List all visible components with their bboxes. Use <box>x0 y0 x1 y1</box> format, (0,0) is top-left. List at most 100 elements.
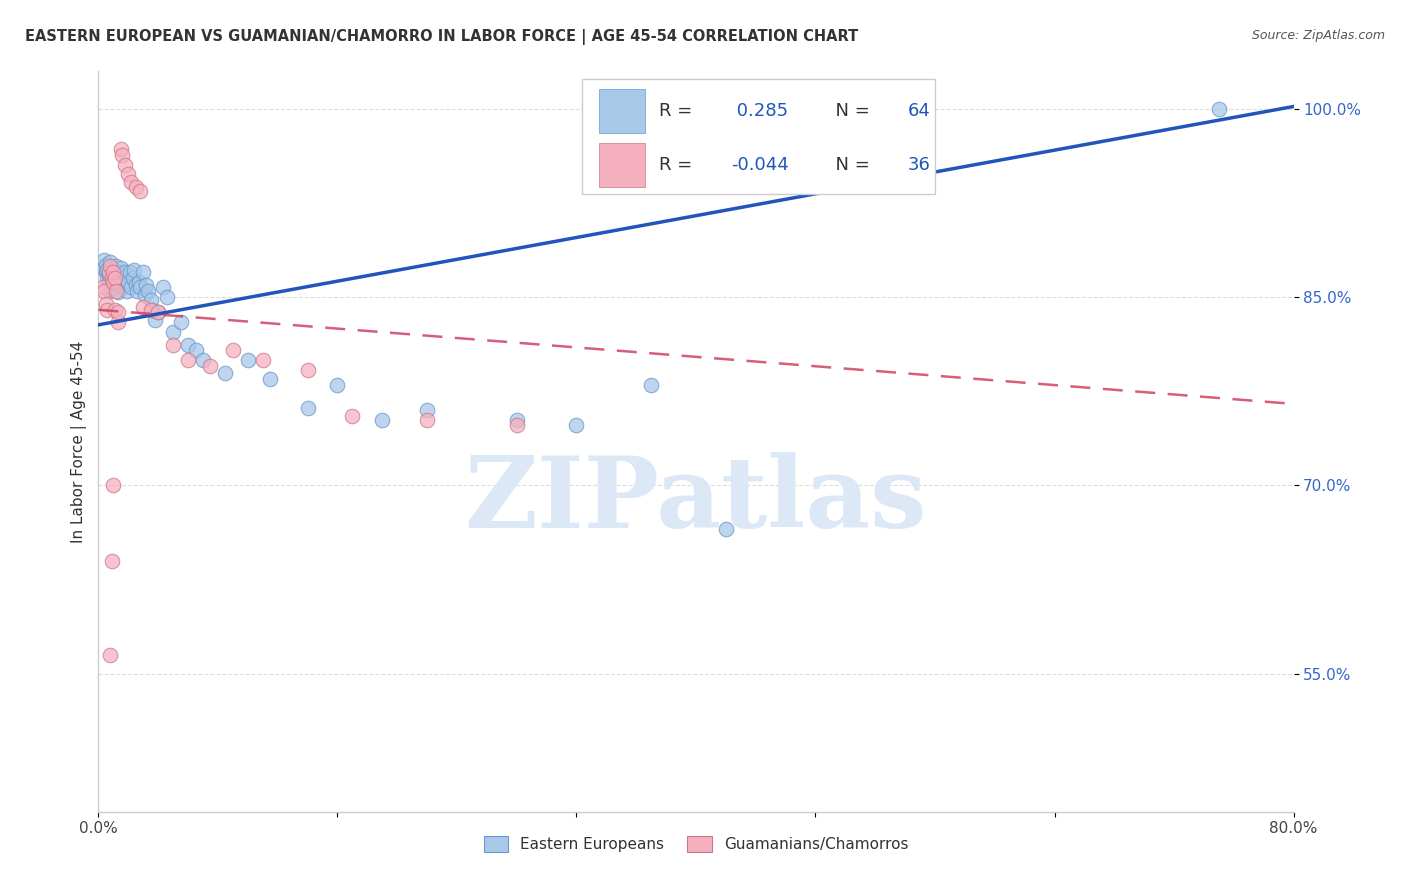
Text: 36: 36 <box>907 156 931 174</box>
Point <box>125 179 148 194</box>
Text: R =: R = <box>659 102 697 120</box>
Point <box>184 343 207 357</box>
Point <box>121 271 143 285</box>
Point <box>98 259 122 273</box>
Point <box>96 271 118 285</box>
Point <box>129 184 152 198</box>
Point <box>111 280 134 294</box>
Point <box>132 265 155 279</box>
Point <box>110 261 132 276</box>
Point <box>103 271 125 285</box>
Point <box>110 142 132 156</box>
Point <box>326 378 349 392</box>
Point <box>97 265 120 279</box>
Point <box>118 265 141 279</box>
Point <box>139 302 162 317</box>
Point <box>105 275 128 289</box>
Text: -0.044: -0.044 <box>731 156 789 174</box>
Point <box>97 265 120 279</box>
Point <box>103 281 125 295</box>
Point <box>162 338 184 352</box>
Point <box>342 409 364 424</box>
Point <box>714 522 737 536</box>
Point <box>103 275 125 289</box>
FancyBboxPatch shape <box>599 88 644 133</box>
Point <box>297 401 319 415</box>
Point <box>129 280 152 294</box>
Point <box>94 258 117 272</box>
Point <box>103 478 125 492</box>
Point <box>107 305 129 319</box>
Point <box>506 418 529 433</box>
Point <box>135 277 157 292</box>
Point <box>105 284 128 298</box>
FancyBboxPatch shape <box>582 78 935 194</box>
Text: 64: 64 <box>907 102 931 120</box>
Point <box>101 277 124 292</box>
Legend: Eastern Europeans, Guamanians/Chamorros: Eastern Europeans, Guamanians/Chamorros <box>477 829 915 860</box>
Point <box>252 353 274 368</box>
Point <box>107 315 129 329</box>
Point <box>132 300 155 314</box>
Point <box>98 255 122 269</box>
Point <box>91 280 114 294</box>
Point <box>111 148 134 162</box>
Point <box>96 262 118 277</box>
Point <box>640 378 662 392</box>
Point <box>128 275 150 289</box>
Point <box>101 271 124 285</box>
Point <box>98 284 122 298</box>
Point <box>416 403 439 417</box>
Point <box>107 265 129 279</box>
Point <box>97 268 120 282</box>
Point <box>104 262 127 277</box>
Text: N =: N = <box>824 102 876 120</box>
Point <box>101 268 124 282</box>
Point <box>104 271 127 285</box>
Point <box>103 265 125 279</box>
Point <box>156 290 179 304</box>
Point <box>1208 102 1230 116</box>
Point <box>177 353 200 368</box>
Point <box>112 271 135 285</box>
Point <box>91 261 114 276</box>
Point <box>117 275 139 289</box>
Point <box>222 343 245 357</box>
Point <box>94 296 117 310</box>
Point <box>169 315 191 329</box>
Point <box>136 284 159 298</box>
Point <box>214 366 236 380</box>
Point <box>105 259 128 273</box>
Point <box>96 302 118 317</box>
Point <box>139 293 162 307</box>
Point <box>125 277 148 292</box>
Text: Source: ZipAtlas.com: Source: ZipAtlas.com <box>1251 29 1385 42</box>
Point <box>115 284 138 298</box>
Point <box>162 326 184 340</box>
Point <box>297 363 319 377</box>
Point <box>152 280 174 294</box>
Point <box>236 353 259 368</box>
Point <box>98 648 122 662</box>
Point <box>148 305 170 319</box>
Point <box>97 275 120 289</box>
Text: N =: N = <box>824 156 876 174</box>
Point <box>200 359 222 374</box>
Point <box>371 413 394 427</box>
Point <box>416 413 439 427</box>
Point <box>120 280 142 294</box>
Point <box>134 287 156 301</box>
Point <box>177 338 200 352</box>
Point <box>93 252 115 267</box>
Point <box>101 554 124 568</box>
Point <box>120 175 142 189</box>
Point <box>259 372 281 386</box>
Point <box>94 265 117 279</box>
Point <box>93 284 115 298</box>
Point <box>104 302 127 317</box>
Point <box>114 265 136 279</box>
Point <box>127 284 149 298</box>
Point <box>141 302 163 317</box>
Point <box>191 353 214 368</box>
Text: 0.285: 0.285 <box>731 102 787 120</box>
